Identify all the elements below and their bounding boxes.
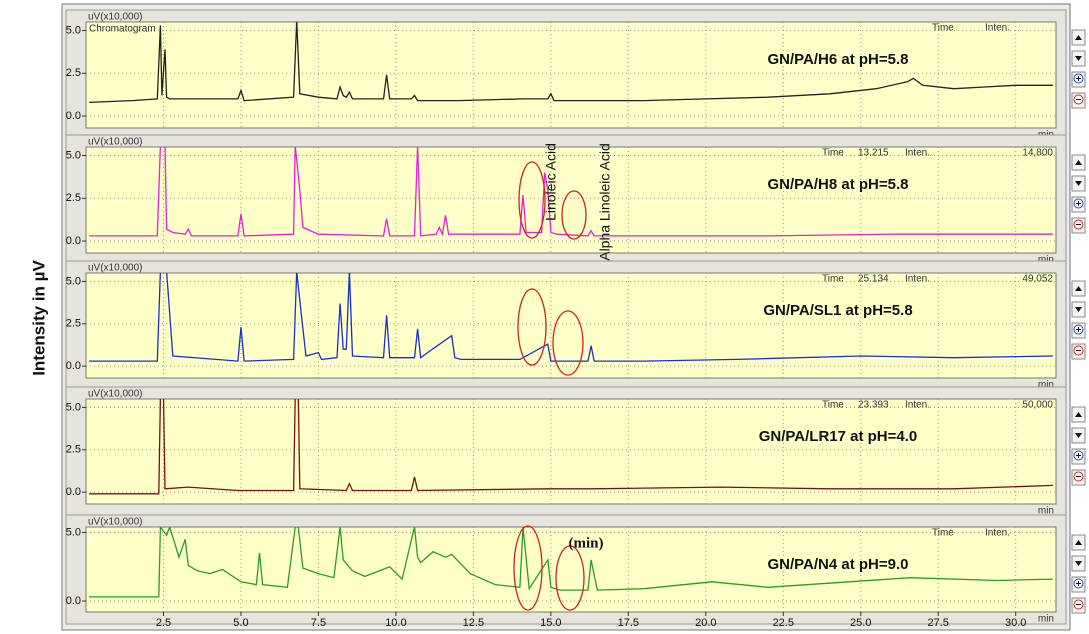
trace — [89, 22, 1053, 104]
x-tick-label: 2.5 — [156, 617, 171, 629]
x-tick-label: 12.5 — [463, 617, 484, 629]
unit-label: uV(x10,000) — [88, 517, 142, 528]
y-tick-label: 0.0 — [66, 110, 81, 122]
arrow-down — [1075, 307, 1082, 312]
x-tick-label: 25.0 — [850, 617, 871, 629]
x-axis-unit: min — [1038, 614, 1054, 625]
panel-title: GN/PA/N4 at pH=9.0 — [767, 556, 908, 573]
x-tick-label: 30.0 — [1005, 617, 1026, 629]
trace — [89, 399, 1053, 495]
cursor-time-label: Time — [822, 148, 844, 159]
y-tick-label: 2.5 — [66, 192, 81, 204]
arrow-up — [1075, 160, 1082, 165]
arrow-up — [1075, 540, 1082, 545]
y-tick-label: 5.0 — [66, 24, 81, 36]
highlight-ellipse — [552, 310, 584, 376]
x-tick-label: 10.0 — [385, 617, 406, 629]
y-tick-label: 5.0 — [66, 149, 81, 161]
x-tick-label: 22.5 — [773, 617, 794, 629]
annotation: Linoleic Acid — [543, 143, 559, 221]
panel-title: GN/PA/LR17 at pH=4.0 — [759, 428, 918, 445]
y-tick-label: 5.0 — [66, 401, 81, 413]
cursor-inten: 49,052 — [1022, 274, 1053, 285]
plot-area — [85, 272, 1057, 379]
x-tick-label: 20.0 — [695, 617, 716, 629]
plot-area — [85, 21, 1057, 129]
arrow-down — [1075, 56, 1082, 61]
cursor-inten-label: Inten. — [905, 400, 930, 411]
cursor-time-label: Time — [822, 400, 844, 411]
y-tick-label: 2.5 — [66, 318, 81, 330]
panel-title: GN/PA/H6 at pH=5.8 — [767, 51, 908, 68]
annotation: Alpha Linoleic Acid — [597, 143, 613, 261]
y-tick-label: 2.5 — [66, 444, 81, 456]
cursor-inten: 14,800 — [1022, 148, 1053, 159]
cursor-inten-label: Inten. — [905, 274, 930, 285]
y-tick-label: 0.0 — [66, 486, 81, 498]
arrow-up — [1075, 286, 1082, 291]
unit-label: uV(x10,000) — [88, 12, 142, 23]
x-tick-label: 17.5 — [618, 617, 639, 629]
y-axis-label: Intensity in µV — [29, 260, 48, 376]
highlight-ellipse — [513, 525, 543, 611]
plot-area — [85, 398, 1057, 505]
plot-area — [85, 146, 1057, 254]
highlight-ellipse — [517, 288, 547, 366]
trace — [89, 273, 1053, 362]
cursor-inten: 50,000 — [1022, 400, 1053, 411]
y-tick-label: 5.0 — [66, 275, 81, 287]
cursor-inten-label: Inten. — [985, 23, 1010, 34]
cursor-time: 25.134 — [858, 274, 889, 285]
cursor-time-label: Time — [822, 274, 844, 285]
cursor-time-label: Time — [932, 528, 954, 539]
cursor-time: 23.393 — [858, 400, 889, 411]
plot-area — [85, 526, 1057, 613]
y-tick-label: 2.5 — [66, 67, 81, 79]
panel-label: Chromatogram — [89, 24, 156, 35]
arrow-down — [1075, 433, 1082, 438]
unit-label: uV(x10,000) — [88, 137, 142, 148]
y-tick-label: 5.0 — [66, 526, 81, 538]
x-axis-unit: min — [1038, 255, 1054, 266]
x-tick-label: 15.0 — [540, 617, 561, 629]
highlight-ellipse — [561, 190, 587, 240]
unit-label: uV(x10,000) — [88, 263, 142, 274]
trace — [89, 147, 1053, 237]
cursor-time: 13.215 — [858, 148, 889, 159]
y-tick-label: 0.0 — [66, 595, 81, 607]
panel-title: GN/PA/SL1 at pH=5.8 — [763, 302, 912, 319]
x-axis-unit: min — [1038, 506, 1054, 517]
x-tick-label: 5.0 — [233, 617, 248, 629]
cursor-time-label: Time — [932, 23, 954, 34]
x-tick-label: 7.5 — [311, 617, 326, 629]
cursor-inten-label: Inten. — [905, 148, 930, 159]
arrow-up — [1075, 412, 1082, 417]
unit-label: uV(x10,000) — [88, 389, 142, 400]
arrow-down — [1075, 561, 1082, 566]
highlight-ellipse — [518, 161, 546, 239]
annotation: (min) — [569, 535, 604, 551]
x-axis-unit: min — [1038, 380, 1054, 391]
y-tick-label: 0.0 — [66, 235, 81, 247]
y-tick-label: 0.0 — [66, 360, 81, 372]
highlight-ellipse — [555, 545, 585, 611]
arrow-up — [1075, 35, 1082, 40]
arrow-down — [1075, 181, 1082, 186]
cursor-inten-label: Inten. — [985, 528, 1010, 539]
panel-title: GN/PA/H8 at pH=5.8 — [767, 176, 908, 193]
x-tick-label: 27.5 — [928, 617, 949, 629]
